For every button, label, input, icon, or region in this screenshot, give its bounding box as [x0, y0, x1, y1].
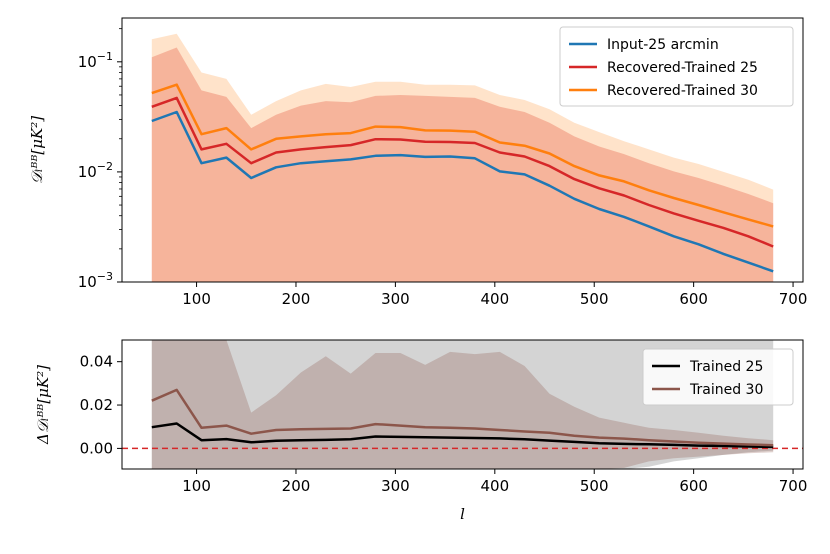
bottom-x-tick-label: 500	[580, 477, 609, 495]
bottom-band-1	[151, 340, 774, 469]
bottom-y-tick-label: 0.02	[80, 396, 113, 414]
bottom-legend: Trained 25 Trained 30	[642, 348, 794, 406]
top-y-tick-exponent: −1	[97, 50, 113, 63]
top-x-tick-label: 700	[779, 290, 808, 308]
bottom-x-tick-label: 100	[182, 477, 211, 495]
bottom-series-line-1	[151, 388, 774, 447]
top-legend-box	[559, 26, 794, 107]
bottom-legend-label: Trained 30	[689, 382, 763, 398]
bottom-y-tick-label: 0.04	[80, 353, 113, 371]
top-x-tick-label: 100	[182, 290, 211, 308]
bottom-band-0	[151, 340, 774, 469]
top-series-line-2	[151, 83, 774, 228]
top-y-tick-exponent: −3	[97, 270, 113, 283]
bottom-plot-area	[122, 340, 803, 469]
top-series-line-0	[151, 110, 774, 273]
top-legend-label: Recovered-Trained 30	[607, 83, 758, 99]
top-x-tick-label: 300	[381, 290, 410, 308]
top-series-line-1	[151, 96, 774, 248]
bottom-legend-box	[642, 348, 794, 406]
bottom-x-tick-label: 300	[381, 477, 410, 495]
top-panel: 100 200 300 400 500 600 700 10−3 10−2 10−1 𝒟ₗᴮᴮ[μK…	[28, 17, 808, 308]
top-axes-frame	[121, 17, 804, 283]
top-y-tick-label: 10−2	[78, 160, 113, 181]
top-legend-label: Input-25 arcmin	[607, 37, 719, 53]
bottom-legend-label: Trained 25	[689, 359, 763, 375]
top-x-tick-label: 500	[580, 290, 609, 308]
top-plot-area	[151, 33, 774, 282]
top-y-tick-exponent: −2	[97, 160, 113, 173]
top-y-tick-label: 10−3	[78, 270, 113, 291]
top-y-tick-label: 10−1	[78, 50, 113, 71]
top-y-axis-label: 𝒟ₗᴮᴮ[μK²]	[28, 116, 46, 184]
bottom-y-axis-label: Δ𝒟ₗᴮᴮ[μK²]	[34, 365, 52, 445]
bottom-axes-frame	[121, 339, 804, 470]
top-legend-label: Recovered-Trained 25	[607, 60, 758, 76]
top-band-1	[151, 47, 774, 282]
top-x-tick-label: 600	[679, 290, 708, 308]
top-x-tick-label: 200	[282, 290, 311, 308]
bottom-x-tick-label: 700	[779, 477, 808, 495]
bottom-panel: 100 200 300 400 500 600 700 0.00 0.02 0.04 Δ𝒟ₗᴮᴮ[μ…	[34, 339, 808, 523]
top-legend: Input-25 arcmin Recovered-Trained 25 Recov…	[559, 26, 794, 107]
bottom-y-tick-label: 0.00	[80, 439, 113, 457]
bottom-x-tick-label: 400	[480, 477, 509, 495]
bottom-series-line-0	[151, 422, 774, 449]
bottom-x-tick-label: 200	[282, 477, 311, 495]
bottom-x-tick-label: 600	[679, 477, 708, 495]
bottom-x-axis-label: l	[460, 505, 465, 523]
top-x-tick-label: 400	[480, 290, 509, 308]
